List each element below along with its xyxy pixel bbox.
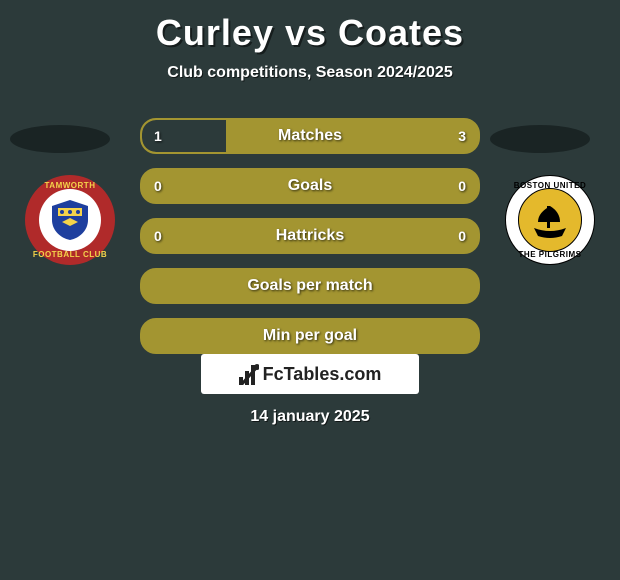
stat-bar: 00Goals bbox=[140, 168, 480, 204]
date-label: 14 january 2025 bbox=[0, 408, 620, 426]
stat-bar: Min per goal bbox=[140, 318, 480, 354]
right-crest-shadow bbox=[490, 125, 590, 153]
stat-label: Hattricks bbox=[142, 220, 478, 252]
watermark-text: FcTables.com bbox=[263, 364, 382, 385]
ship-icon bbox=[528, 198, 572, 242]
stat-bar: 13Matches bbox=[140, 118, 480, 154]
crest-right: BOSTON UNITED THE PILGRIMS bbox=[505, 175, 595, 265]
watermark: FcTables.com bbox=[201, 354, 419, 394]
subtitle: Club competitions, Season 2024/2025 bbox=[0, 64, 620, 82]
stat-label: Matches bbox=[142, 120, 478, 152]
page-title: Curley vs Coates bbox=[0, 0, 620, 54]
stat-bars: 13Matches 00Goals 00Hattricks Goals per mat… bbox=[140, 118, 480, 368]
stat-label: Goals bbox=[142, 170, 478, 202]
stat-label: Goals per match bbox=[142, 270, 478, 302]
crest-left-inner bbox=[39, 189, 101, 251]
stat-bar: Goals per match bbox=[140, 268, 480, 304]
shield-icon bbox=[48, 198, 92, 242]
stat-label: Min per goal bbox=[142, 320, 478, 352]
left-crest-shadow bbox=[10, 125, 110, 153]
watermark-bars-icon bbox=[239, 363, 259, 385]
crest-left-bottom-text: FOOTBALL CLUB bbox=[25, 250, 115, 259]
crest-left: TAMWORTH FOOTBALL CLUB bbox=[25, 175, 115, 265]
stat-bar: 00Hattricks bbox=[140, 218, 480, 254]
crest-right-inner bbox=[518, 188, 582, 252]
